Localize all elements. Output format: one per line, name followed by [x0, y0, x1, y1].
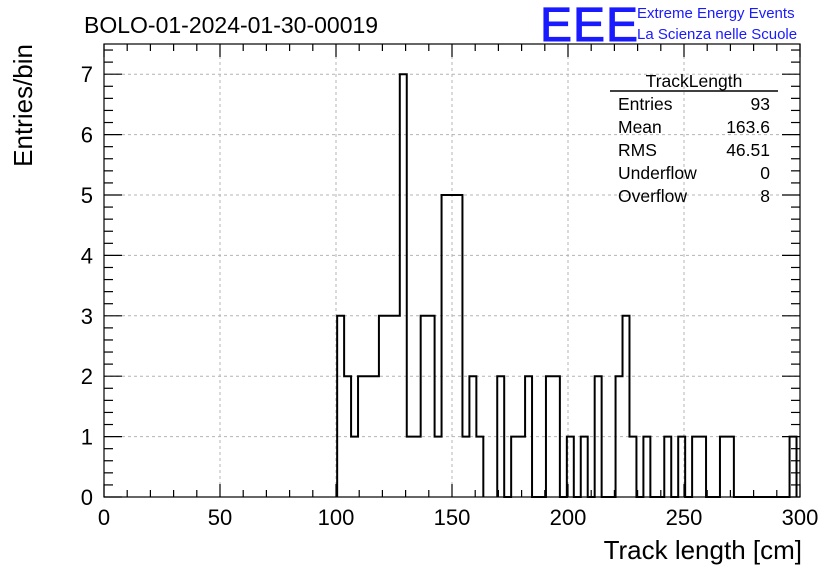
stats-row-label: Entries — [618, 94, 673, 114]
histogram-bin — [616, 376, 623, 497]
y-tick-label: 0 — [81, 485, 93, 510]
y-tick-label: 5 — [81, 183, 93, 208]
histogram-bin — [546, 376, 553, 497]
histogram-bin — [414, 437, 421, 497]
eee-logo-mark: EEE — [540, 0, 639, 52]
histogram-bin — [623, 316, 630, 497]
histogram-bin — [581, 437, 588, 497]
histogram-bin — [790, 437, 797, 497]
histogram-bin — [337, 316, 344, 497]
histogram-bin — [629, 437, 636, 497]
histogram-bin — [720, 437, 727, 497]
stats-row-label: Mean — [618, 117, 662, 137]
histogram-bin — [476, 437, 483, 497]
stats-box: TrackLength Entries 93 Mean 163.6 RMS 46.51 Un… — [610, 71, 778, 206]
histogram-bin — [511, 437, 518, 497]
histogram-bin — [421, 316, 428, 497]
x-tick-label: 250 — [666, 505, 703, 530]
histogram-bin — [462, 437, 469, 497]
plot-area — [104, 44, 800, 497]
histogram-bin — [372, 376, 379, 497]
x-tick-label: 300 — [782, 505, 819, 530]
stats-row-label: Overflow — [618, 186, 687, 206]
histogram-bin — [664, 437, 671, 497]
y-tick-label: 1 — [81, 425, 93, 450]
x-tick-label: 100 — [318, 505, 355, 530]
stats-row-value: 93 — [751, 94, 770, 114]
histogram-bin — [525, 376, 532, 497]
histogram-bin — [518, 437, 525, 497]
stats-box-name: TrackLength — [646, 71, 743, 91]
histogram-bin — [469, 376, 476, 497]
x-tick-label: 150 — [434, 505, 471, 530]
histogram-bin — [595, 376, 602, 497]
histogram-bin — [455, 195, 462, 497]
histogram-bin — [699, 437, 706, 497]
stats-row-value: 46.51 — [726, 140, 770, 160]
y-tick-label: 2 — [81, 364, 93, 389]
histogram-bin — [643, 437, 650, 497]
stats-row-label: RMS — [618, 140, 657, 160]
histogram-bin — [428, 316, 435, 497]
x-tick-label: 50 — [208, 505, 232, 530]
stats-row-label: Underflow — [618, 163, 697, 183]
stats-row-value: 8 — [760, 186, 770, 206]
histogram-bin — [449, 195, 456, 497]
x-tick-label: 200 — [550, 505, 587, 530]
y-axis-title: Entries/bin — [8, 44, 38, 167]
histogram-bin — [358, 376, 365, 497]
y-tick-label: 6 — [81, 123, 93, 148]
x-tick-label: 0 — [98, 505, 110, 530]
y-tick-label: 3 — [81, 304, 93, 329]
histogram-bin — [379, 316, 386, 497]
stats-box-rows: Entries 93 Mean 163.6 RMS 46.51 Underflow 0 Over… — [618, 94, 770, 206]
histogram-bin — [497, 376, 504, 497]
stats-row-value: 163.6 — [726, 117, 770, 137]
eee-logo-line1: Extreme Energy Events — [637, 5, 795, 22]
histogram-bin — [400, 74, 407, 497]
y-axis: 0 1 2 3 4 5 6 7 — [81, 49, 800, 510]
stats-row-value: 0 — [760, 163, 770, 183]
histogram-bin — [386, 316, 393, 497]
x-axis: 0 50 100 150 200 250 300 — [98, 44, 818, 530]
eee-logo: EEE Extreme Energy Events La Scienza nel… — [540, 0, 798, 53]
eee-logo-line2: La Scienza nelle Scuole — [637, 26, 797, 43]
histogram-bin — [351, 437, 358, 497]
histogram-bin — [727, 437, 734, 497]
chart-title: BOLO-01-2024-01-30-00019 — [84, 12, 378, 38]
histogram-bin — [442, 195, 449, 497]
histogram-bin — [344, 376, 351, 497]
histogram-bin — [553, 376, 560, 497]
x-axis-title: Track length [cm] — [604, 535, 802, 565]
y-tick-label: 4 — [81, 243, 93, 268]
histogram-bin — [435, 437, 442, 497]
histogram-bin — [393, 316, 400, 497]
histogram-bin — [407, 437, 414, 497]
y-tick-label: 7 — [81, 62, 93, 87]
histogram-bin — [365, 376, 372, 497]
histogram-bin — [692, 437, 699, 497]
